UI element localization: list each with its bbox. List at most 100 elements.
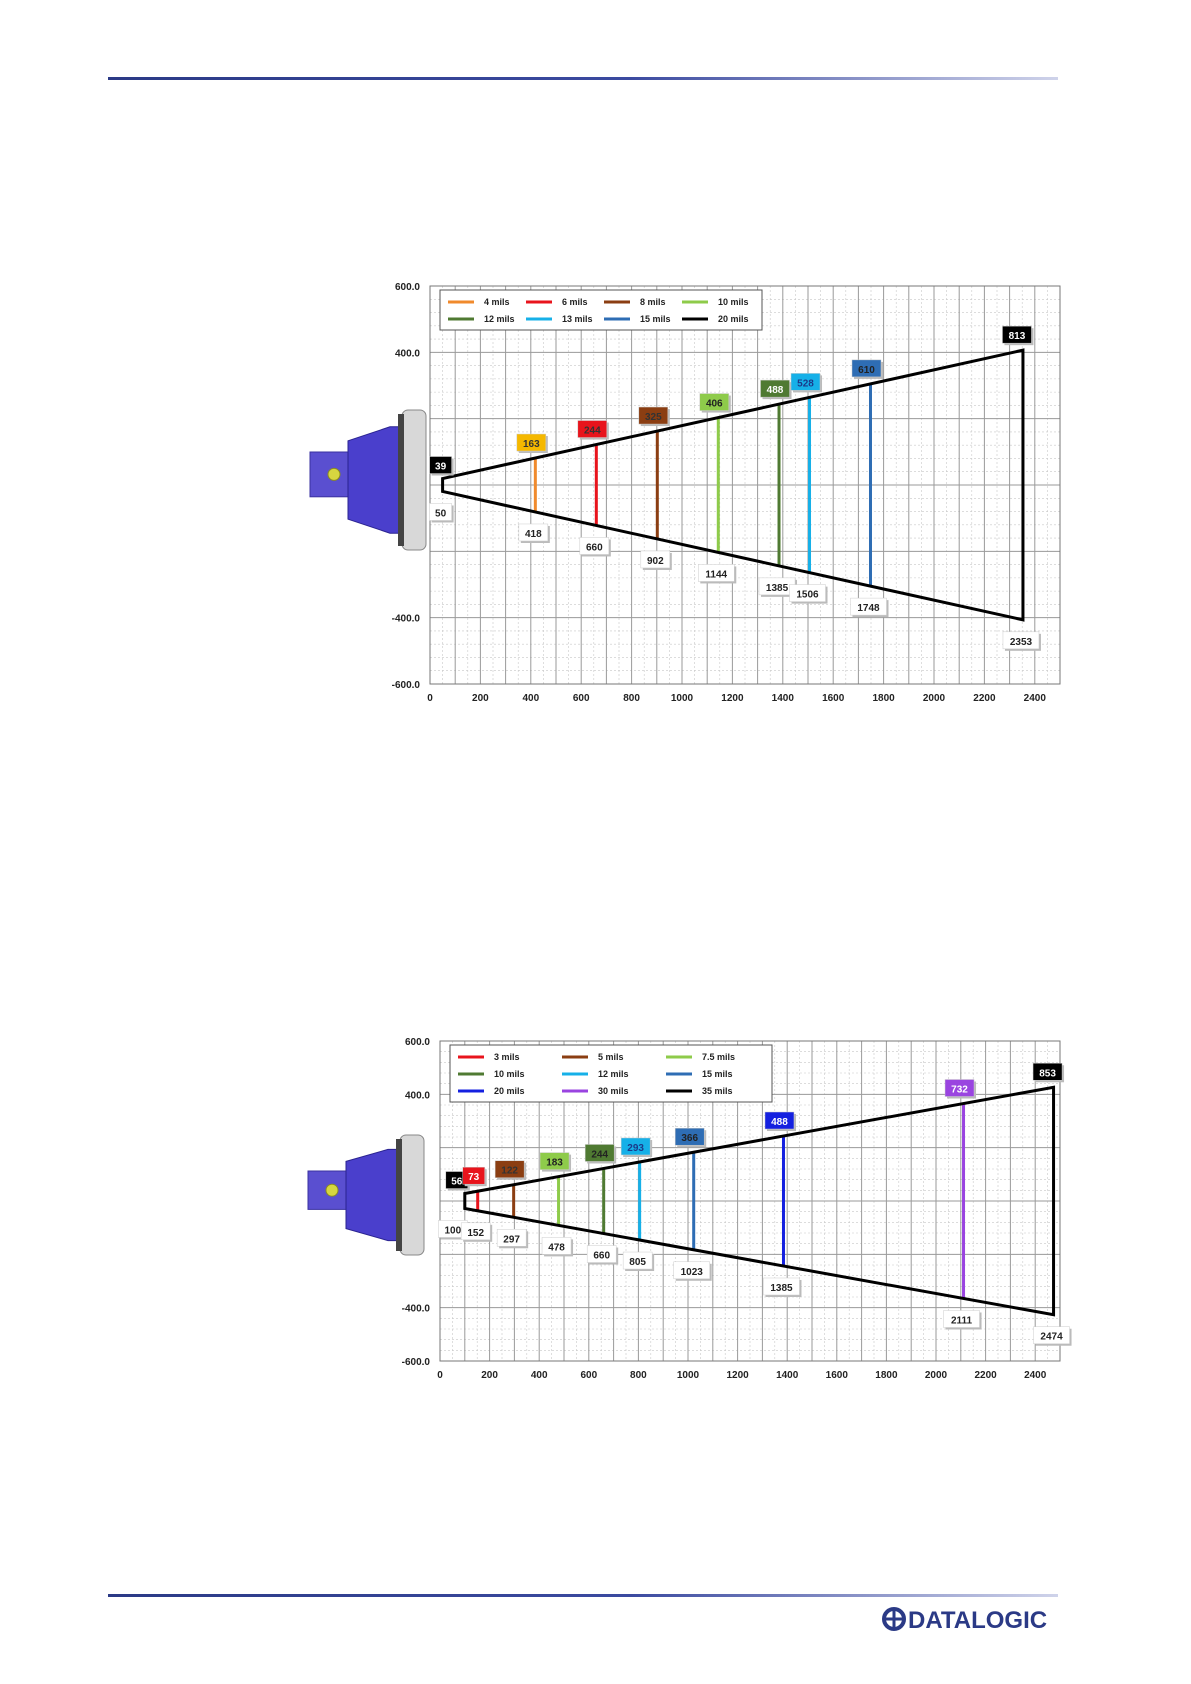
width-label-13-mils: 528 [790, 373, 823, 393]
width-label-20-mils-text: 813 [1009, 331, 1026, 342]
x-tick-label: 600 [573, 693, 590, 704]
width-label-7-5-mils: 183 [539, 1152, 572, 1172]
distance-label-8-mils-text: 902 [647, 556, 664, 567]
width-label-4-mils-box [516, 433, 547, 452]
distance-label-10-mils: 1144 [698, 564, 737, 584]
x-tick-label: 2200 [974, 1370, 997, 1381]
x-tick-label: 1400 [776, 1370, 799, 1381]
distance-label-10-mils-text: 1144 [705, 569, 727, 580]
y-tick-label: -600.0 [392, 680, 421, 691]
x-tick-label: 2200 [973, 693, 996, 704]
distance-label-20-mils-box [1002, 631, 1040, 650]
distance-label-8-mils: 902 [640, 550, 672, 570]
width-label-12-mils-text: 293 [627, 1143, 644, 1154]
reading-envelope [463, 1085, 1056, 1317]
x-tick-label: 1600 [826, 1370, 849, 1381]
brand-name: DATALOGIC [908, 1607, 1047, 1634]
width-label-15-mils-text: 366 [681, 1133, 698, 1144]
width-label-6-mils-text: 244 [584, 426, 601, 437]
distance-label-13-mils-box [789, 584, 826, 602]
scanner-image-1-window [401, 409, 427, 551]
width-label-3-mils-text: 73 [468, 1172, 480, 1183]
footer-rule [108, 1594, 1058, 1597]
reading-diagram-1: 0 200 400 600 800 1000 1200 1400 1600 1800 2000 220… [300, 270, 1080, 710]
distance-label-12-mils-text: 805 [629, 1257, 646, 1268]
width-label-4-mils: 163 [516, 433, 548, 454]
distance-label-20-mils-text: 2353 [1010, 637, 1033, 648]
distance-label-15-mils-box [673, 1261, 710, 1280]
near-distance-label-box [429, 503, 452, 521]
width-label-10-mils: 244 [584, 1144, 617, 1164]
near-distance-label-text: 100 [444, 1225, 461, 1236]
x-tick-label: 200 [481, 1370, 498, 1381]
distance-label-3-mils-text: 152 [467, 1228, 484, 1239]
distance-label-3-mils: 152 [460, 1222, 493, 1242]
x-tick-label: 2000 [925, 1370, 948, 1381]
plot-border [439, 1040, 1061, 1362]
header-rule [108, 77, 1058, 80]
width-label-8-mils: 325 [638, 406, 670, 427]
width-label-8-mils-box [638, 406, 669, 425]
x-tick-label: 800 [630, 1370, 647, 1381]
legend-label: 10 mils [718, 297, 749, 307]
distance-label-35-mils-text: 2474 [1040, 1332, 1063, 1343]
distance-label-35-mils-box [1033, 1326, 1070, 1344]
width-label-3-mils-box [462, 1166, 485, 1185]
legend-label: 6 mils [562, 297, 588, 307]
distance-label-6-mils-box [579, 537, 610, 555]
legend-label: 30 mils [598, 1086, 629, 1096]
scanner-image-2 [307, 1134, 425, 1256]
x-tick-label: 1200 [726, 1370, 749, 1381]
legend-box [439, 289, 763, 331]
distance-label-30-mils-box [943, 1310, 980, 1328]
x-tick-label: 1000 [671, 693, 694, 704]
scanner-image-2-bezel [396, 1139, 402, 1251]
y-tick-label: -400.0 [402, 1304, 431, 1315]
distance-label-15-mils: 1023 [673, 1261, 712, 1281]
width-label-20-mils-text: 488 [771, 1117, 788, 1128]
distance-label-20-mils-box [763, 1277, 800, 1296]
scanner-image-1-bezel [398, 414, 404, 546]
distance-label-15-mils-text: 1023 [681, 1267, 704, 1278]
y-tick-label: 400.0 [395, 348, 420, 359]
width-label-15-mils-box [674, 1127, 705, 1146]
distance-label-12-mils: 1385 [758, 577, 798, 597]
distance-label-15-mils-text: 1748 [857, 603, 880, 614]
width-label-30-mils-text: 732 [951, 1085, 968, 1096]
distance-label-4-mils-text: 418 [525, 529, 542, 540]
scanner-image-2-led [325, 1183, 339, 1197]
distance-label-10-mils: 660 [586, 1245, 619, 1265]
distance-label-15-mils: 1748 [850, 597, 889, 618]
near-width-label-box [429, 456, 452, 474]
scanner-image-1-led [327, 467, 341, 481]
x-tick-label: 2400 [1024, 1370, 1047, 1381]
distance-label-8-mils-box [640, 550, 671, 569]
width-label-10-mils: 406 [699, 393, 731, 413]
legend-label: 12 mils [484, 314, 515, 324]
width-label-35-mils-box [1032, 1063, 1063, 1081]
x-tick-label: 0 [437, 1370, 443, 1381]
width-label-13-mils-text: 528 [797, 378, 814, 389]
distance-label-35-mils: 2474 [1033, 1326, 1072, 1346]
width-label-10-mils-box [584, 1144, 615, 1162]
x-tick-label: 0 [427, 693, 433, 704]
width-label-12-mils-box [620, 1137, 651, 1156]
y-tick-label: 600.0 [405, 1037, 430, 1048]
distance-label-7-5-mils-box [541, 1237, 572, 1255]
distance-label-13-mils-text: 1506 [796, 590, 819, 601]
reading-diagram-1-svg: 0 200 400 600 800 1000 1200 1400 1600 1800 2000 220… [309, 282, 1061, 704]
plot-border [429, 285, 1061, 685]
distance-label-12-mils: 805 [622, 1251, 655, 1272]
width-label-15-mils: 610 [851, 359, 883, 379]
y-tick-label: -600.0 [402, 1357, 431, 1368]
width-label-15-mils: 366 [674, 1127, 707, 1148]
width-label-12-mils: 488 [760, 379, 792, 400]
distance-label-12-mils-box [622, 1251, 653, 1270]
distance-label-5-mils-text: 297 [503, 1234, 520, 1245]
distance-label-10-mils-box [698, 564, 735, 582]
width-label-5-mils-text: 122 [501, 1166, 518, 1177]
width-label-5-mils-box [494, 1160, 525, 1178]
distance-label-3-mils-box [460, 1222, 491, 1241]
distance-label-10-mils-text: 660 [593, 1251, 610, 1262]
legend-label: 3 mils [494, 1052, 520, 1062]
